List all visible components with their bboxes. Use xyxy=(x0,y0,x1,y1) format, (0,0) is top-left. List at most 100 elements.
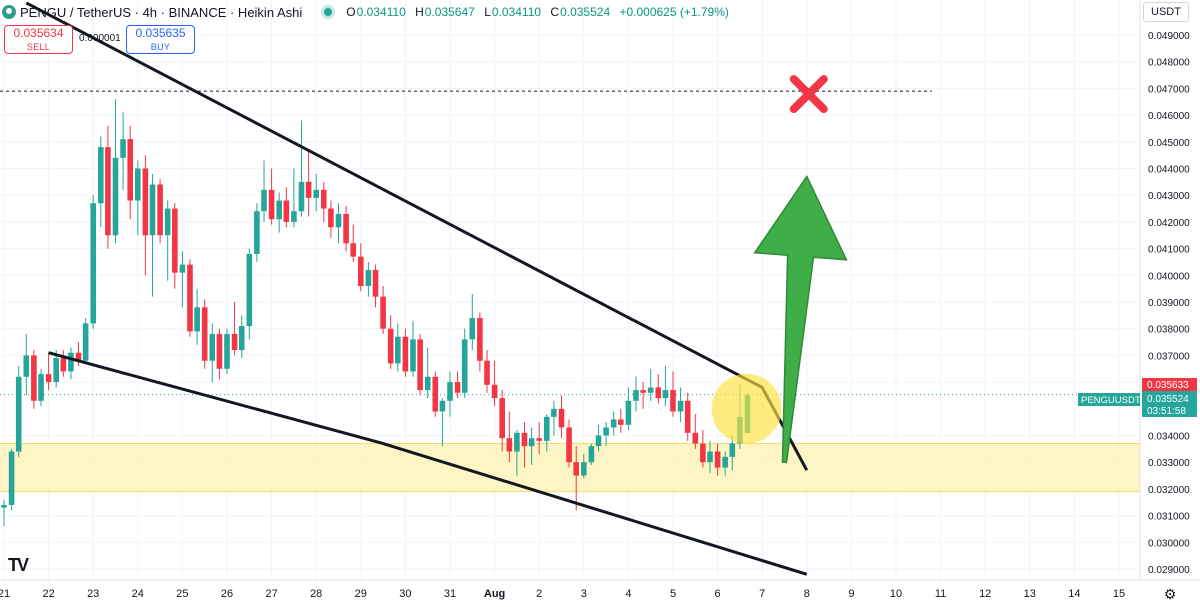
candle-body-up xyxy=(224,334,230,369)
candle-body-down xyxy=(320,189,327,209)
price-tick-label: 0.047000 xyxy=(1148,84,1190,95)
candle-body-up xyxy=(707,451,713,463)
time-tick-label: 28 xyxy=(310,588,322,600)
time-axis-bg xyxy=(0,580,1200,607)
candle-body-down xyxy=(521,432,528,447)
time-tick-label: 23 xyxy=(87,588,99,600)
candle-body-down xyxy=(157,184,163,236)
candle-body-up xyxy=(8,451,15,505)
candle-body-up xyxy=(424,376,431,391)
price-tick-label: 0.042000 xyxy=(1148,218,1190,229)
price-tick-label: 0.044000 xyxy=(1148,165,1190,176)
time-tick-label: 25 xyxy=(176,588,188,600)
time-tick-label: 3 xyxy=(581,588,587,600)
candle-body-up xyxy=(647,387,654,393)
candle-body-up xyxy=(1,504,7,508)
candle-body-down xyxy=(387,328,394,364)
candle-body-up xyxy=(625,400,632,425)
candle-body-down xyxy=(670,390,676,412)
candle-body-up xyxy=(581,462,587,476)
close-value: 0.035524 xyxy=(560,5,611,19)
candle-body-down xyxy=(558,408,565,428)
candle-body-up xyxy=(68,352,74,372)
buy-price: 0.035635 xyxy=(135,25,186,40)
candle-body-down xyxy=(372,269,379,297)
time-tick-label: 24 xyxy=(132,588,144,600)
candle-body-down xyxy=(655,387,662,399)
price-tick-label: 0.043000 xyxy=(1148,191,1190,202)
candle-body-up xyxy=(298,181,305,212)
close-key: C xyxy=(550,5,560,19)
candle-body-down xyxy=(358,256,364,286)
candle-body-down xyxy=(499,398,505,439)
candle-body-down xyxy=(491,384,498,399)
candle-body-up xyxy=(543,416,550,441)
candle-body-down xyxy=(60,358,67,372)
low-value: 0.034110 xyxy=(491,5,542,19)
candle-body-up xyxy=(395,336,401,364)
last-price-tag-bg xyxy=(1142,391,1197,417)
settings-gear-icon[interactable]: ⚙ xyxy=(1163,585,1177,602)
candle-body-up xyxy=(410,339,416,372)
candle-body-up xyxy=(38,374,44,401)
candle-body-up xyxy=(469,318,476,340)
time-tick-label: 27 xyxy=(265,588,277,600)
candle-body-up xyxy=(447,382,453,401)
candle-body-up xyxy=(461,339,468,393)
high-key: H xyxy=(415,5,424,19)
breakout-highlight-circle xyxy=(711,373,782,444)
candle-body-down xyxy=(684,400,691,433)
candle-body-up xyxy=(82,323,89,361)
candle-body-down xyxy=(283,200,290,222)
drawings xyxy=(0,1,932,576)
candle-body-up xyxy=(23,355,30,377)
candle-body-up xyxy=(551,408,557,417)
candle-body-up xyxy=(603,427,609,436)
time-tick-label: 10 xyxy=(890,588,902,600)
price-tick-label: 0.031000 xyxy=(1148,512,1190,523)
price-tick-label: 0.034000 xyxy=(1148,432,1190,443)
open-value: 0.034110 xyxy=(356,5,406,19)
candle-body-up xyxy=(729,443,736,457)
tradingview-logo[interactable]: TV xyxy=(8,555,29,575)
price-tick-label: 0.041000 xyxy=(1148,245,1190,256)
candle-body-up xyxy=(15,376,22,452)
candle-body-up xyxy=(662,390,669,399)
candle-body-down xyxy=(231,334,238,351)
candle-body-up xyxy=(246,253,253,327)
candle-body-up xyxy=(97,147,104,204)
candle-body-down xyxy=(45,374,52,383)
candle-body-down xyxy=(714,451,721,468)
candle-body-down xyxy=(700,443,706,463)
time-tick-label: 22 xyxy=(42,588,54,600)
sell-label: SELL xyxy=(26,41,51,52)
grid xyxy=(0,0,1140,580)
price-tick-label: 0.030000 xyxy=(1148,538,1190,549)
sell-button[interactable]: 0.035634 SELL xyxy=(4,25,73,54)
symbol-title[interactable]: PENGU / TetherUS · 4h · BINANCE · Heikin… xyxy=(20,4,303,20)
price-tick-label: 0.032000 xyxy=(1148,485,1190,496)
price-axis-bg xyxy=(1140,0,1200,607)
time-tick-label: 12 xyxy=(979,588,991,600)
candle-body-up xyxy=(179,264,186,273)
buy-button[interactable]: 0.035635 BUY xyxy=(126,25,195,54)
time-tick-label: 7 xyxy=(759,588,765,600)
candle-body-up xyxy=(722,456,728,468)
candle-body-down xyxy=(618,419,624,425)
candle-body-down xyxy=(187,264,193,332)
ohlc-values: O0.034110 H0.035647 L0.034110 C0.035524 … xyxy=(346,5,735,19)
ask-price-tag-bg xyxy=(1142,378,1197,391)
candle-body-up xyxy=(90,203,96,324)
time-tick-label: Aug xyxy=(484,588,505,600)
time-tick-label: 11 xyxy=(935,588,946,600)
candle-body-down xyxy=(573,462,580,476)
time-tick-label: 31 xyxy=(444,588,456,600)
candle-body-down xyxy=(216,334,223,369)
candle-body-down xyxy=(172,208,178,273)
candle-body-down xyxy=(566,427,572,463)
currency-selector[interactable]: USDT xyxy=(1143,2,1189,22)
candle-body-down xyxy=(640,390,646,393)
spread-value: 0.000001 xyxy=(79,33,121,44)
